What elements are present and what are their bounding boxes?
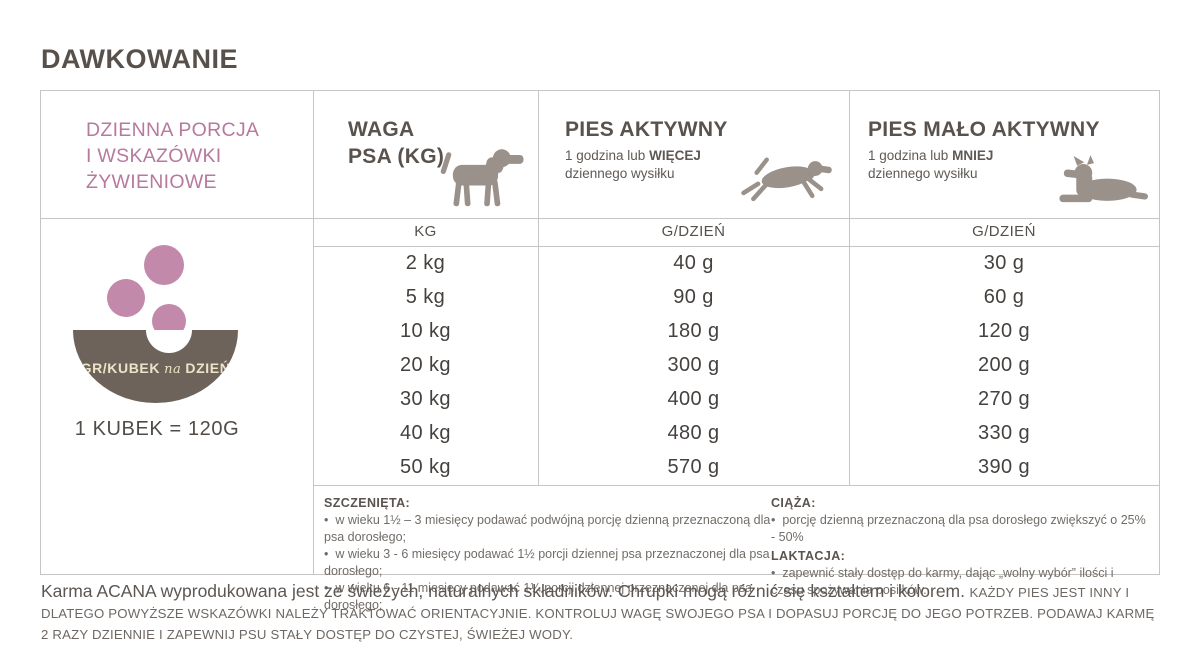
puppies-note-item: w wieku 1½ – 3 miesięcy podawać podwójną…: [324, 512, 771, 546]
kibble-dot: [144, 245, 184, 285]
active-dog-column-header: PIES AKTYWNY 1 godzina lub WIĘCEJ dzienn…: [538, 91, 849, 218]
daily-portion-header-line: DZIENNA PORCJA: [86, 119, 260, 141]
active-portion-value: 90 g: [673, 285, 714, 308]
divider-active-lowactive: [849, 91, 850, 485]
table-row: 20 kg 300 g 200 g: [313, 348, 1159, 382]
active-portion-value: 570 g: [667, 456, 720, 479]
subheader-kg: KG: [414, 223, 437, 240]
divider-left-column: [313, 91, 314, 574]
low-active-dog-column-header: PIES MAŁO AKTYWNY 1 godzina lub MNIEJ dz…: [849, 91, 1159, 218]
subheader-g-per-day-low-active: G/DZIEŃ: [972, 223, 1036, 240]
low-active-dog-subtitle: 1 godzina lub MNIEJ dziennego wysiłku: [868, 147, 1159, 183]
puppies-notes: SZCZENIĘTA: w wieku 1½ – 3 miesięcy poda…: [324, 494, 771, 612]
food-bowl-icon: GR/KUBEK na DZIEŃ: [73, 330, 238, 403]
low-active-dog-title: PIES MAŁO AKTYWNY: [868, 118, 1100, 141]
lactation-title: LAKTACJA:: [771, 549, 846, 563]
puppies-title: SZCZENIĘTA:: [324, 496, 411, 510]
bowl-label-italic: na: [164, 362, 182, 377]
dosage-table: DZIENNA PORCJA I WSKAZÓWKI ŻYWIENIOWE WA…: [40, 90, 1160, 612]
puppies-note-item: w wieku 6 - 11 miesięcy podawać 1¼ porcj…: [324, 580, 771, 614]
low-active-dog-subtitle-bold: MNIEJ: [952, 148, 994, 163]
cup-figure: GR/KUBEK na DZIEŃ 1 KUBEK = 120G: [41, 218, 313, 574]
active-portion-value: 480 g: [667, 422, 720, 445]
low-active-portion-value: 60 g: [983, 285, 1025, 308]
page-title: DAWKOWANIE: [41, 44, 238, 75]
active-portion-value: 180 g: [667, 319, 720, 342]
low-active-portion-value: 330 g: [977, 422, 1031, 445]
daily-portion-header: DZIENNA PORCJA I WSKAZÓWKI ŻYWIENIOWE: [41, 91, 313, 218]
weight-value: 50 kg: [400, 456, 451, 479]
dosage-data-grid: 2 kg 40 g 30 g 5 kg 90 g 60 g 10 kg 180 …: [313, 246, 1159, 485]
weight-value: 30 kg: [400, 388, 451, 411]
kibble-dot: [107, 279, 145, 317]
weight-value: 2 kg: [405, 251, 446, 274]
low-active-dog-subtitle-line2: dziennego wysiłku: [868, 166, 978, 181]
footer-paragraph: Karma ACANA wyprodukowana jest ze świeży…: [41, 581, 1163, 645]
table-row: 40 kg 480 g 330 g: [313, 417, 1159, 451]
low-active-dog-subtitle-text: 1 godzina lub: [868, 148, 953, 163]
active-dog-subtitle-text: 1 godzina lub: [565, 148, 650, 163]
weight-value: 40 kg: [400, 422, 451, 445]
cup-equivalence-note: 1 KUBEK = 120G: [74, 418, 240, 440]
bowl-notch: [146, 330, 192, 353]
daily-portion-header-line: I WSKAZÓWKI: [86, 145, 222, 167]
lactation-note-item: zapewnić stały dostęp do karmy, dając „w…: [771, 565, 1149, 599]
active-portion-value: 40 g: [673, 251, 714, 274]
dog-running-icon: [737, 152, 837, 206]
subheader-g-per-day-active: G/DZIEŃ: [661, 223, 726, 240]
pregnancy-lactation-notes: CIĄŻA: porcję dzienną przeznaczoną dla p…: [771, 494, 1159, 597]
table-row: 2 kg 40 g 30 g: [313, 246, 1159, 280]
bowl-label: GR/KUBEK na DZIEŃ: [73, 360, 238, 377]
table-row: 30 kg 400 g 270 g: [313, 383, 1159, 417]
low-active-portion-value: 200 g: [977, 353, 1031, 376]
low-active-portion-value: 390 g: [977, 456, 1031, 479]
active-dog-subtitle: 1 godzina lub WIĘCEJ dziennego wysiłku: [565, 147, 849, 183]
bowl-label-end: DZIEŃ: [185, 360, 231, 376]
active-portion-value: 400 g: [667, 388, 720, 411]
weight-column-title: PSA (KG): [348, 145, 445, 168]
dog-standing-icon: [434, 146, 532, 210]
daily-portion-header-line: ŻYWIENIOWE: [86, 171, 217, 193]
divider-weight-active: [538, 91, 539, 485]
table-row: 10 kg 180 g 120 g: [313, 314, 1159, 348]
divider-subheader-row: [313, 246, 1159, 247]
dog-lying-icon: [1047, 152, 1149, 208]
active-dog-subtitle-bold: WIĘCEJ: [649, 148, 701, 163]
low-active-portion-value: 270 g: [977, 388, 1031, 411]
active-portion-value: 300 g: [667, 353, 720, 376]
divider-notes-row: [313, 485, 1159, 486]
low-active-portion-value: 120 g: [977, 319, 1031, 342]
weight-value: 10 kg: [400, 319, 451, 342]
pregnancy-title: CIĄŻA:: [771, 496, 816, 510]
pregnancy-note-item: porcję dzienną przeznaczoną dla psa doro…: [771, 512, 1149, 546]
low-active-portion-value: 30 g: [983, 251, 1025, 274]
weight-value: 20 kg: [400, 353, 451, 376]
table-row: 50 kg 570 g 390 g: [313, 451, 1159, 485]
footer-emphasis-text: Karma ACANA wyprodukowana jest ze świeży…: [41, 581, 965, 601]
active-dog-title: PIES AKTYWNY: [565, 118, 728, 141]
puppies-note-item: w wieku 3 - 6 miesięcy podawać 1½ porcji…: [324, 546, 771, 580]
weight-column-header: WAGA PSA (KG): [313, 91, 538, 218]
weight-value: 5 kg: [405, 285, 446, 308]
footer-details-text: KAŻDY PIES JEST INNY I DLATEGO POWYŻSZE …: [41, 585, 1155, 642]
divider-header-row: [41, 218, 1159, 219]
table-row: 5 kg 90 g 60 g: [313, 280, 1159, 314]
weight-column-title: WAGA: [348, 118, 415, 141]
bowl-label-start: GR/KUBEK: [80, 360, 161, 376]
feeding-notes: SZCZENIĘTA: w wieku 1½ – 3 miesięcy poda…: [313, 485, 1159, 612]
active-dog-subtitle-line2: dziennego wysiłku: [565, 166, 675, 181]
